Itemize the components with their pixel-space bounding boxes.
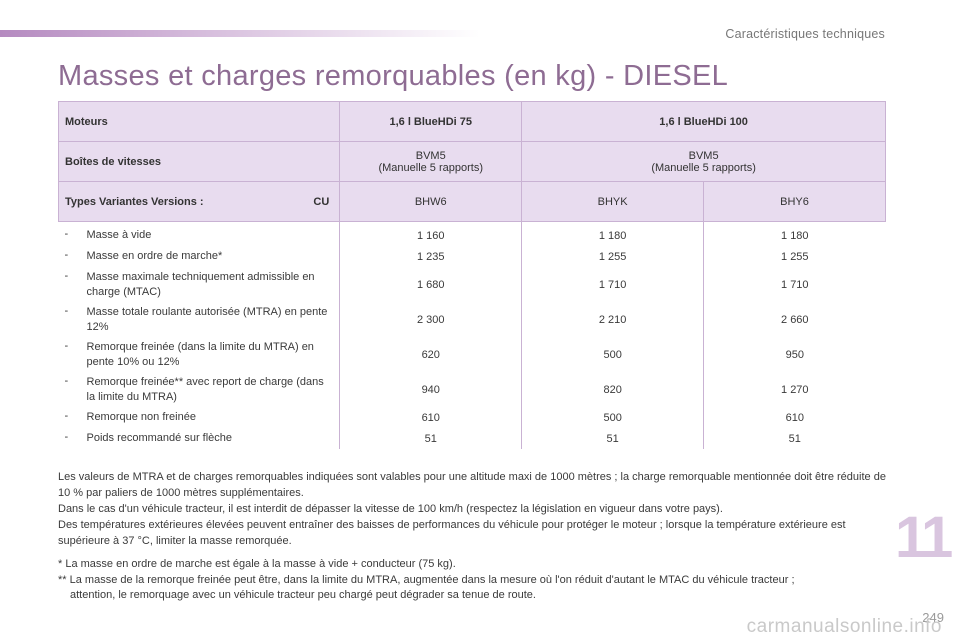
row-value: 1 710 <box>521 267 704 302</box>
type-code: BHYK <box>521 181 705 222</box>
footnote-2: ** La masse de la remorque freinée peut … <box>58 573 795 586</box>
row-value: 940 <box>339 372 522 407</box>
gearbox-cell-1: BVM5 (Manuelle 5 rapports) <box>339 141 523 182</box>
row-dash: - <box>64 374 69 387</box>
engines-label: Moteurs <box>57 101 341 142</box>
engines-row: Moteurs 1,6 l BlueHDi 75 1,6 l BlueHDi 1… <box>57 101 886 142</box>
row-value: 51 <box>703 428 886 449</box>
notes-block: Les valeurs de MTRA et de charges remorq… <box>58 469 888 549</box>
gearbox-row: Boîtes de vitesses BVM5 (Manuelle 5 rapp… <box>57 141 886 182</box>
table-row: - Remorque freinée** avec report de charg… <box>59 372 886 407</box>
footnote-1: * La masse en ordre de marche est égale … <box>58 558 456 570</box>
row-value: 1 680 <box>339 267 522 302</box>
types-label-cell: Types Variantes Versions : CU <box>57 181 341 222</box>
row-value: 1 255 <box>521 246 704 267</box>
note-speed: Dans le cas d'un véhicule tracteur, il e… <box>58 503 723 515</box>
row-value: 1 180 <box>703 221 886 246</box>
note-altitude: Les valeurs de MTRA et de charges remorq… <box>58 471 886 499</box>
row-value: 1 270 <box>703 372 886 407</box>
page-title: Masses et charges remorquables (en kg) -… <box>58 60 729 92</box>
row-value: 610 <box>703 407 886 428</box>
table-row: - Remorque non freinée 610 500 610 <box>59 407 886 428</box>
row-dash: - <box>64 410 69 422</box>
row-label: Masse maximale techniquement admissible … <box>86 270 315 298</box>
row-dash: - <box>64 228 69 240</box>
engine-100: 1,6 l BlueHDi 100 <box>521 101 886 142</box>
row-value: 620 <box>339 337 522 372</box>
gearbox-code: BVM5 <box>415 149 446 162</box>
row-value: 950 <box>703 337 886 372</box>
engine-75: 1,6 l BlueHDi 75 <box>339 101 523 142</box>
row-value: 1 235 <box>339 246 522 267</box>
table-row: - Remorque freinée (dans la limite du MTR… <box>59 337 886 372</box>
row-dash: - <box>64 269 69 282</box>
row-label: Remorque freinée (dans la limite du MTRA… <box>86 340 314 368</box>
mass-table: Moteurs 1,6 l BlueHDi 75 1,6 l BlueHDi 1… <box>57 101 886 449</box>
row-label: Remorque non freinée <box>86 411 196 423</box>
table-row: - Masse maximale techniquement admissible… <box>59 267 886 302</box>
row-value: 2 300 <box>339 302 522 337</box>
type-code: BHY6 <box>703 181 886 222</box>
row-value: 51 <box>339 428 522 449</box>
row-value: 820 <box>521 372 704 407</box>
row-dash: - <box>64 339 69 352</box>
watermark: carmanualsonline.info <box>746 616 942 637</box>
gearbox-code: BVM5 <box>688 149 719 162</box>
row-value: 1 160 <box>339 221 522 246</box>
row-label: Remorque freinée** avec report de charge… <box>86 375 324 403</box>
gearbox-cell-2: BVM5 (Manuelle 5 rapports) <box>521 141 886 182</box>
note-temperature: Des températures extérieures élevées peu… <box>58 519 846 547</box>
row-value: 2 210 <box>521 302 704 337</box>
row-value: 51 <box>521 428 704 449</box>
section-title: Caractéristiques techniques <box>725 27 885 41</box>
table-row: - Masse en ordre de marche* 1 235 1 255 1… <box>59 246 886 267</box>
table-row: - Masse totale roulante autorisée (MTRA) … <box>59 302 886 337</box>
row-dash: - <box>64 249 69 261</box>
chapter-number: 11 <box>895 505 953 570</box>
row-value: 610 <box>339 407 522 428</box>
header-accent-bar <box>0 30 480 37</box>
row-label: Masse à vide <box>86 229 152 241</box>
types-suffix: CU <box>313 195 330 208</box>
gearbox-desc: (Manuelle 5 rapports) <box>378 161 484 174</box>
table-row: - Poids recommandé sur flèche 51 51 51 <box>59 428 886 449</box>
row-value: 1 255 <box>703 246 886 267</box>
types-row: Types Variantes Versions : CU BHW6 BHYK … <box>57 181 886 222</box>
row-value: 500 <box>521 337 704 372</box>
types-label: Types Variantes Versions : <box>65 195 204 208</box>
footnote-2-continued: attention, le remorquage avec un véhicul… <box>70 589 536 601</box>
row-value: 500 <box>521 407 704 428</box>
row-label: Poids recommandé sur flèche <box>86 432 233 444</box>
page-number: 249 <box>922 610 944 625</box>
row-dash: - <box>64 431 69 443</box>
row-value: 1 180 <box>521 221 704 246</box>
table-row: - Masse à vide 1 160 1 180 1 180 <box>59 221 886 246</box>
row-value: 2 660 <box>703 302 886 337</box>
row-label: Masse totale roulante autorisée (MTRA) e… <box>86 305 328 333</box>
type-code: BHW6 <box>339 181 523 222</box>
row-value: 1 710 <box>703 267 886 302</box>
footnotes-block: * La masse en ordre de marche est égale … <box>58 557 898 604</box>
gearbox-desc: (Manuelle 5 rapports) <box>651 161 756 174</box>
row-dash: - <box>64 304 69 317</box>
row-label: Masse en ordre de marche* <box>86 250 223 262</box>
gearbox-label: Boîtes de vitesses <box>57 141 341 182</box>
